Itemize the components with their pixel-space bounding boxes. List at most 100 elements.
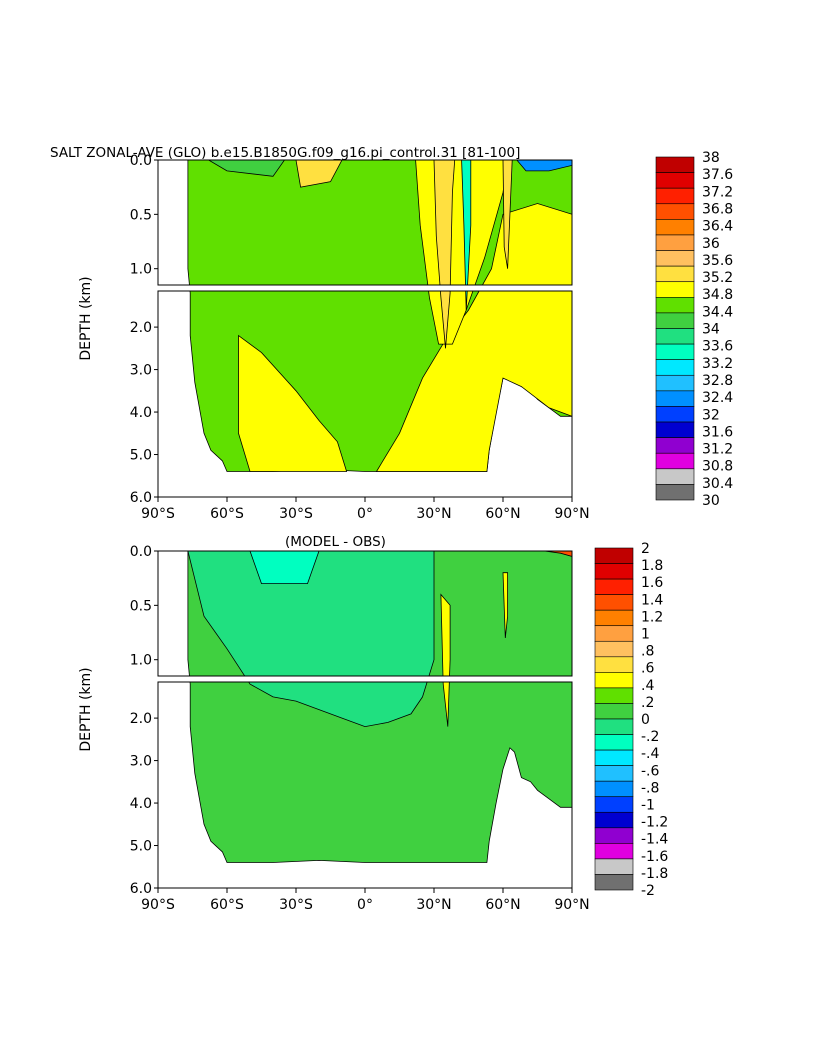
x-tick-label: 60°N xyxy=(485,897,520,913)
colorbar-label: 32.4 xyxy=(702,390,733,406)
x-tick-label: 30°S xyxy=(279,506,313,522)
x-tick-label: 30°N xyxy=(416,897,451,913)
colorbar-swatch xyxy=(655,328,695,345)
colorbar-swatch xyxy=(594,874,634,891)
colorbar-label: .4 xyxy=(641,678,654,694)
x-tick-label: 30°N xyxy=(416,506,451,522)
y-tick-label: 5.0 xyxy=(130,448,152,464)
colorbar-label: 1.2 xyxy=(641,609,663,625)
colorbar-label: .6 xyxy=(641,661,654,677)
positive-plume xyxy=(440,593,451,727)
colorbar-swatch xyxy=(655,172,695,189)
contour-field xyxy=(187,551,572,863)
y-tick-label: 3.0 xyxy=(130,363,152,379)
colorbar-label: 34.4 xyxy=(702,304,733,320)
y-tick-label: 3.0 xyxy=(130,754,152,770)
x-tick-label: 90°S xyxy=(141,897,175,913)
colorbar-label: -2 xyxy=(641,883,655,899)
x-tick-label: 60°S xyxy=(210,897,244,913)
strong-negative-patch xyxy=(249,551,320,584)
colorbar-swatch xyxy=(594,718,634,735)
colorbar-label: 2 xyxy=(641,541,650,557)
colorbar-swatch xyxy=(594,625,634,642)
fresh-tongue xyxy=(461,160,472,311)
colorbar-label: 1.4 xyxy=(641,592,663,608)
colorbar-label: -1.2 xyxy=(641,815,668,831)
colorbar-label: 0 xyxy=(641,712,650,728)
colorbar-swatch xyxy=(594,703,634,720)
colorbar-swatch xyxy=(655,452,695,470)
colorbar-swatch xyxy=(594,796,634,813)
colorbar-swatch xyxy=(594,563,634,580)
colorbar-swatch xyxy=(655,390,695,407)
y-tick-label: 0.0 xyxy=(130,153,152,169)
colorbar-swatch xyxy=(594,780,634,798)
colorbar-swatch xyxy=(655,297,695,314)
x-tick-label: 60°S xyxy=(210,506,244,522)
colorbar-label: 36.4 xyxy=(702,219,733,235)
y-tick-label: 1.0 xyxy=(130,653,152,669)
north-atlantic-plume xyxy=(502,160,513,269)
y-tick-label: 5.0 xyxy=(130,839,152,855)
colorbar-label: 30 xyxy=(702,493,720,509)
x-tick-label: 30°S xyxy=(279,897,313,913)
y-tick-label: 1.0 xyxy=(130,262,152,278)
colorbar-swatch xyxy=(655,265,695,283)
colorbar-label: 1 xyxy=(641,627,650,643)
southern-surface-region xyxy=(207,160,286,177)
colorbar-swatch xyxy=(594,687,634,704)
colorbar-label: 32.8 xyxy=(702,373,733,389)
colorbar-label: 37.2 xyxy=(702,184,733,200)
colorbar-swatch xyxy=(594,858,634,875)
y-tick-label: 4.0 xyxy=(130,796,152,812)
colorbar-label: 30.8 xyxy=(702,459,733,475)
colorbar-swatch xyxy=(655,374,695,392)
colorbar-label: 33.2 xyxy=(702,356,733,372)
colorbar-swatch xyxy=(655,281,695,298)
colorbar-label: .8 xyxy=(641,644,654,660)
colorbar-swatch xyxy=(655,437,695,454)
colorbar-label: -1.8 xyxy=(641,866,668,882)
y-tick-label: 2.0 xyxy=(130,711,152,727)
positive-plume-north xyxy=(502,572,508,639)
y-tick-label: 2.0 xyxy=(130,320,152,336)
x-tick-label: 90°N xyxy=(554,506,589,522)
colorbar-swatch xyxy=(594,749,634,766)
colorbar-swatch xyxy=(594,547,634,564)
colorbar-label: -.2 xyxy=(641,729,659,745)
colorbar-swatch xyxy=(594,843,634,860)
colorbar-swatch xyxy=(655,312,695,329)
colorbar-label: 35.6 xyxy=(702,253,733,269)
med-outflow-plume xyxy=(433,160,456,349)
deep-saline-region xyxy=(238,334,348,472)
colorbar-swatch xyxy=(594,578,634,595)
colorbar-label: 1.6 xyxy=(641,575,663,591)
colorbar-swatch xyxy=(594,609,634,627)
colorbar-label: 36 xyxy=(702,236,720,252)
y-tick-label: 0.5 xyxy=(130,598,152,614)
colorbar-label: 32 xyxy=(702,407,720,423)
colorbar-label: 36.8 xyxy=(702,201,733,217)
colorbar-swatch xyxy=(655,468,695,485)
y-axis-label: DEPTH (km) xyxy=(78,667,94,751)
contour-field xyxy=(187,160,572,472)
colorbar-swatch xyxy=(655,484,695,501)
colorbar-swatch xyxy=(594,656,634,673)
colorbar-label: 38 xyxy=(702,150,720,166)
colorbar-swatch xyxy=(594,734,634,751)
north-saline-region xyxy=(375,203,572,472)
colorbar-label: 31.6 xyxy=(702,424,733,440)
colorbar-swatch xyxy=(594,672,634,689)
y-tick-label: 6.0 xyxy=(130,881,152,897)
chart-title: (MODEL - OBS) xyxy=(285,534,386,550)
x-tick-label: 0° xyxy=(357,897,373,913)
colorbar-label: -.4 xyxy=(641,746,660,762)
salt-panel: SALT ZONAL-AVE (GLO) b.e15.B1850G.f09_g1… xyxy=(50,145,733,522)
colorbar-swatch xyxy=(655,187,695,205)
diff-panel: (MODEL - OBS) 0.0 0.5 1.0 2.0 3.0 4.0 5.0 6.0 DEP… xyxy=(78,534,668,913)
negative-anomaly-region xyxy=(187,551,435,728)
colorbar-label: 34.8 xyxy=(702,287,733,303)
arctic-fresh-cap xyxy=(515,160,572,172)
x-tick-label: 0° xyxy=(357,506,373,522)
